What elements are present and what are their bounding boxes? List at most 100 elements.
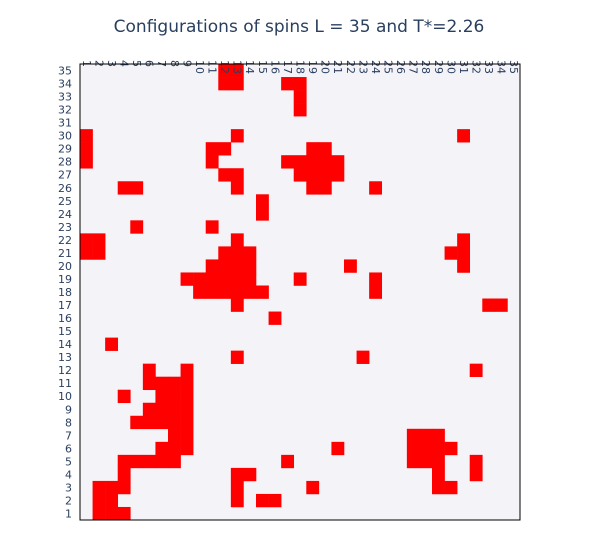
spin-up-cell <box>130 181 144 195</box>
spin-up-cell <box>168 402 181 417</box>
x-tick-label: 13 <box>231 60 244 74</box>
spin-up-cell <box>193 272 207 286</box>
x-tick-label: 24 <box>369 60 382 74</box>
spin-up-cell <box>80 142 93 156</box>
x-tick-label: 16 <box>268 60 281 74</box>
spin-up-cell <box>469 363 483 377</box>
spin-up-cell <box>243 285 257 299</box>
spin-up-cell <box>117 181 131 195</box>
y-tick-label: 22 <box>58 234 72 247</box>
y-tick-label: 13 <box>58 351 72 364</box>
x-tick-label: 22 <box>344 60 357 74</box>
spin-up-cell <box>293 103 307 117</box>
y-tick-label: 10 <box>58 390 72 403</box>
spin-up-cell <box>432 441 445 456</box>
spin-up-cell <box>306 181 320 195</box>
y-tick-label: 26 <box>58 182 72 195</box>
x-tick-label: 19 <box>306 60 319 74</box>
y-tick-label: 1 <box>65 507 72 520</box>
x-tick-label: 17 <box>281 60 294 74</box>
y-tick-labels: 1234567891011121314151617181920212223242… <box>58 65 72 521</box>
x-tick-label: 14 <box>243 60 256 74</box>
spin-up-cell <box>331 168 345 182</box>
spin-up-cell <box>268 493 282 508</box>
x-tick-label: 18 <box>294 60 307 74</box>
spin-up-cell <box>469 467 483 482</box>
spin-up-cell <box>369 181 383 195</box>
y-tick-label: 33 <box>58 91 72 104</box>
spin-up-cell <box>218 259 232 273</box>
spin-up-cell <box>306 142 320 156</box>
spin-up-cell <box>369 272 383 286</box>
spin-up-cell <box>80 246 93 260</box>
spin-up-cell <box>218 142 232 156</box>
y-tick-label: 24 <box>58 208 72 221</box>
spin-up-cell <box>306 168 320 182</box>
y-tick-label: 12 <box>58 364 72 377</box>
spin-up-cell <box>331 441 345 456</box>
spin-up-cell <box>155 389 169 404</box>
spin-up-cell <box>444 480 458 495</box>
y-tick-label: 21 <box>58 247 72 260</box>
spin-up-cell <box>243 467 257 482</box>
spin-up-cell <box>218 272 232 286</box>
spin-up-cell <box>318 142 332 156</box>
spin-up-cell <box>356 350 370 364</box>
spin-up-cell <box>117 454 131 469</box>
spin-up-cell <box>457 246 471 260</box>
x-tick-label: 29 <box>432 60 445 74</box>
spin-up-cell <box>432 428 445 443</box>
spin-up-cell <box>205 155 219 169</box>
spin-up-cell <box>230 129 244 143</box>
spin-up-cell <box>281 77 295 91</box>
spin-up-cell <box>218 77 232 91</box>
y-tick-label: 2 <box>65 494 72 507</box>
spin-up-cell <box>180 376 194 391</box>
spin-up-cell <box>256 207 269 221</box>
x-tick-label: 33 <box>482 60 495 74</box>
spin-up-cell <box>205 220 219 234</box>
spin-up-cell <box>406 428 420 443</box>
x-tick-label: 15 <box>256 60 269 74</box>
spin-up-cell <box>168 428 181 443</box>
spin-up-cell <box>344 259 357 273</box>
y-tick-label: 8 <box>65 416 72 429</box>
x-tick-label: 32 <box>470 60 483 74</box>
spin-up-cell <box>469 454 483 469</box>
chart-title: Configurations of spins L = 35 and T*=2.… <box>114 17 485 37</box>
spin-up-cell <box>432 480 445 495</box>
x-tick-label: 31 <box>457 60 470 74</box>
spin-up-cell <box>105 493 119 508</box>
spin-up-cell <box>230 480 244 495</box>
spin-up-cell <box>230 285 244 299</box>
spin-up-cell <box>243 272 257 286</box>
spin-up-cell <box>406 441 420 456</box>
spin-up-cell <box>293 77 307 91</box>
spin-up-cell <box>105 480 119 495</box>
spin-up-cell <box>419 428 433 443</box>
spin-up-cell <box>168 389 181 404</box>
spin-up-cell <box>117 506 131 521</box>
x-tick-label: 12 <box>218 60 231 74</box>
spin-up-cell <box>193 285 207 299</box>
spin-up-cell <box>268 311 282 325</box>
cell-layer <box>80 64 520 521</box>
y-tick-label: 15 <box>58 325 72 338</box>
spin-up-cell <box>293 155 307 169</box>
x-tick-label: 10 <box>193 60 206 74</box>
spin-up-cell <box>432 454 445 469</box>
spin-up-cell <box>230 350 244 364</box>
y-tick-label: 28 <box>58 156 72 169</box>
y-tick-label: 29 <box>58 143 72 156</box>
spin-up-cell <box>230 467 244 482</box>
spin-up-cell <box>331 155 345 169</box>
y-tick-label: 18 <box>58 286 72 299</box>
y-tick-label: 9 <box>65 403 72 416</box>
spin-up-cell <box>230 168 244 182</box>
spin-up-cell <box>444 246 458 260</box>
spin-up-cell <box>155 376 169 391</box>
y-tick-label: 19 <box>58 273 72 286</box>
y-tick-label: 4 <box>65 468 72 481</box>
spin-up-cell <box>80 129 93 143</box>
